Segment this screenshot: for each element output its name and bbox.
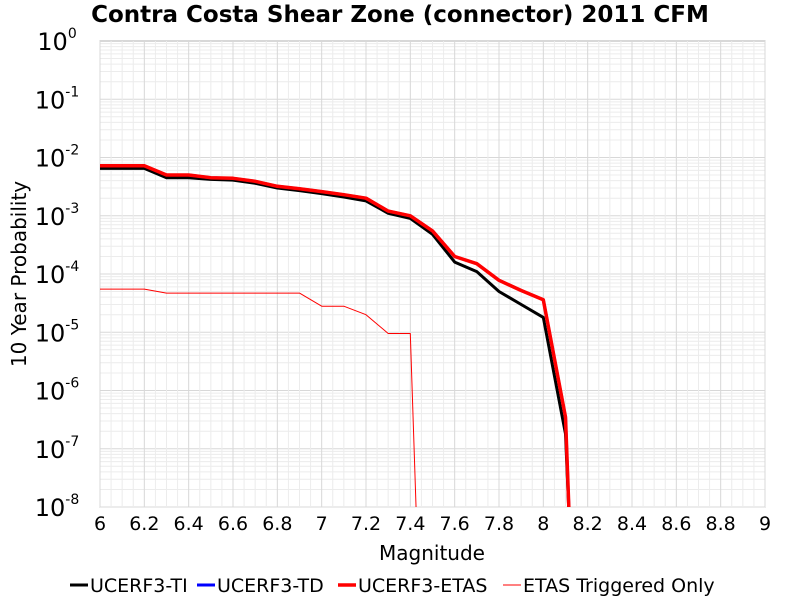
y-axis-label: 10 Year Probability	[7, 181, 31, 367]
legend-label: UCERF3-TD	[217, 575, 324, 597]
x-tick-label: 7	[316, 513, 328, 535]
x-axis-label: Magnitude	[379, 541, 485, 565]
y-tick-label: 10-6	[35, 376, 80, 406]
x-tick-label: 6.8	[262, 513, 292, 535]
grid	[99, 41, 766, 508]
series-line-2	[100, 164, 571, 507]
x-tick-label: 8.2	[573, 513, 603, 535]
x-tick-label: 6.6	[218, 513, 248, 535]
series-lines	[100, 164, 571, 507]
x-tick-label: 7.6	[440, 513, 470, 535]
series-line-0	[100, 166, 571, 507]
y-tick-label: 10-4	[35, 259, 80, 289]
x-tick-label: 8.6	[661, 513, 691, 535]
y-tick-label: 10-8	[35, 492, 80, 522]
y-tick-label: 100	[37, 26, 76, 56]
x-tick-label: 8	[537, 513, 549, 535]
legend-label: UCERF3-TI	[90, 575, 188, 597]
y-axis-ticks: 100 10-1 10-2 10-3 10-4 10-5 10-6 10-7 10-8	[35, 26, 80, 522]
y-tick-label: 10-1	[35, 84, 80, 114]
series-line-3	[100, 288, 417, 507]
legend-label: UCERF3-ETAS	[358, 575, 487, 597]
y-tick-label: 10-7	[35, 434, 80, 464]
legend-label: ETAS Triggered Only	[523, 575, 715, 597]
x-axis-ticks: 6 6.2 6.4 6.6 6.8 7 7.2 7.4 7.6 7.8 8 8.2 8.4 8.6 8.8 9	[94, 513, 771, 535]
y-tick-label: 10-3	[35, 201, 80, 231]
x-tick-label: 7.4	[395, 513, 425, 535]
x-tick-label: 9	[759, 513, 771, 535]
x-tick-label: 6.4	[174, 513, 204, 535]
y-tick-label: 10-2	[35, 143, 80, 173]
x-tick-label: 8.4	[617, 513, 647, 535]
x-tick-label: 6.2	[129, 513, 159, 535]
y-tick-label: 10-5	[35, 317, 80, 347]
x-tick-label: 8.8	[706, 513, 736, 535]
chart-title: Contra Costa Shear Zone (connector) 2011…	[91, 2, 709, 28]
x-tick-label: 7.2	[351, 513, 381, 535]
legend: UCERF3-TI UCERF3-TD UCERF3-ETAS ETAS Trigge…	[70, 575, 715, 597]
x-tick-label: 7.8	[484, 513, 514, 535]
x-tick-label: 6	[94, 513, 106, 535]
